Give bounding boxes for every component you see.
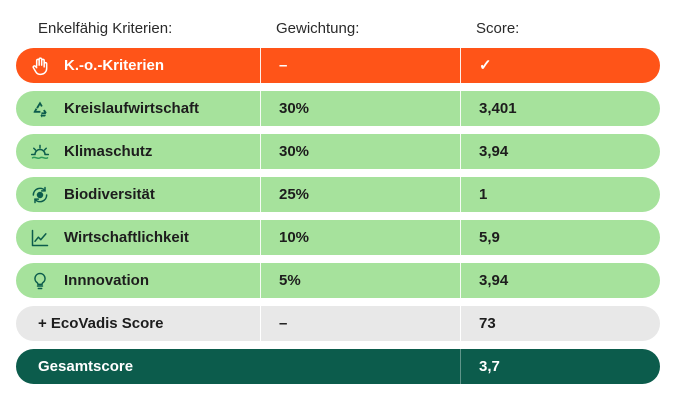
- row-weight: –: [279, 315, 288, 332]
- sun-horizon-icon: [30, 144, 50, 160]
- row-weight: 30%: [279, 100, 310, 117]
- row-kreislaufwirtschaft: Kreislaufwirtschaft 30% 3,401: [16, 91, 660, 126]
- lightbulb-icon: [34, 272, 46, 290]
- header-weight: Gewichtung:: [276, 20, 360, 37]
- trend-chart-icon: [31, 229, 49, 247]
- biodiversity-cycle-icon: [32, 186, 48, 204]
- row-label: K.-o.-Kriterien: [64, 57, 165, 74]
- hand-stop-icon: [32, 57, 48, 76]
- check-mark: ✓: [479, 57, 492, 74]
- row-biodiversitaet: Biodiversität 25% 1: [16, 177, 660, 212]
- row-klimaschutz: Klimaschutz 30% 3,94: [16, 134, 660, 169]
- total-score: 3,7: [479, 358, 500, 375]
- row-ko-criteria: K.-o.-Kriterien – ✓: [16, 48, 660, 83]
- row-label: Biodiversität: [64, 186, 155, 203]
- row-label: Gesamtscore: [38, 358, 134, 375]
- header-criteria: Enkelfähig Kriterien:: [38, 20, 173, 37]
- row-score: 73: [479, 315, 496, 332]
- row-label: Innnovation: [64, 272, 149, 289]
- row-label: + EcoVadis Score: [38, 315, 164, 332]
- row-score: 3,94: [479, 272, 509, 289]
- header-score: Score:: [476, 20, 520, 37]
- recycle-icon: [33, 101, 47, 118]
- row-weight: 25%: [279, 186, 310, 203]
- row-score: 3,401: [479, 100, 517, 117]
- row-weight: 10%: [279, 229, 310, 246]
- row-weight: 30%: [279, 143, 310, 160]
- row-score: 1: [479, 186, 488, 203]
- row-score: 3,94: [479, 143, 509, 160]
- row-gesamtscore: Gesamtscore 3,7: [16, 349, 660, 384]
- row-label: Klimaschutz: [64, 143, 153, 160]
- row-score: 5,9: [479, 229, 500, 246]
- row-weight: 5%: [279, 272, 301, 289]
- row-label: Wirtschaftlichkeit: [64, 229, 189, 246]
- row-weight: –: [279, 57, 288, 74]
- row-wirtschaftlichkeit: Wirtschaftlichkeit 10% 5,9: [16, 220, 660, 255]
- row-ecovadis: + EcoVadis Score – 73: [16, 306, 660, 341]
- row-label: Kreislaufwirtschaft: [64, 100, 200, 117]
- row-innovation: Innnovation 5% 3,94: [16, 263, 660, 298]
